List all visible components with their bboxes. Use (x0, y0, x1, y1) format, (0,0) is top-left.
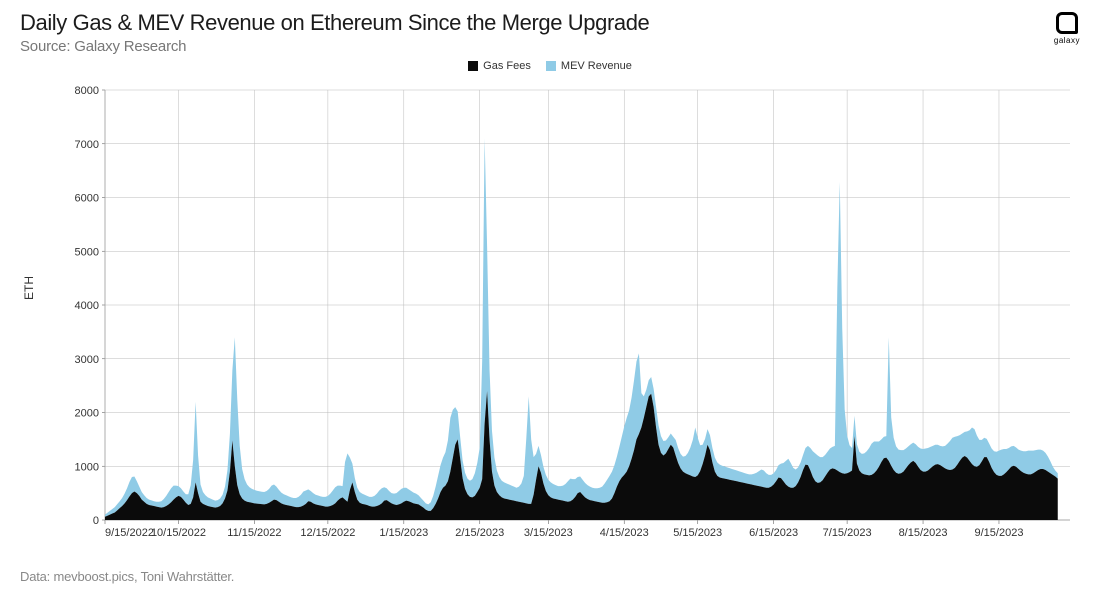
chart-plot-area: 0 1000 2000 3000 4000 5000 6000 7000 8000 9/15/20… (55, 80, 1080, 550)
legend: Gas Fees MEV Revenue (0, 60, 1100, 74)
legend-swatch-mev (546, 61, 556, 71)
svg-text:9/15/2022: 9/15/2022 (105, 527, 154, 539)
legend-item-gas: Gas Fees (468, 60, 531, 72)
svg-text:1/15/2023: 1/15/2023 (379, 527, 428, 539)
svg-text:11/15/2022: 11/15/2022 (227, 527, 281, 539)
chart-title: Daily Gas & MEV Revenue on Ethereum Sinc… (20, 10, 649, 36)
svg-text:0: 0 (93, 515, 99, 527)
svg-text:7000: 7000 (75, 139, 99, 151)
chart-footer: Data: mevboost.pics, Toni Wahrstätter. (20, 569, 234, 584)
svg-text:6000: 6000 (75, 193, 99, 205)
y-axis-label: ETH (22, 276, 36, 300)
svg-text:8/15/2023: 8/15/2023 (899, 527, 948, 539)
svg-text:7/15/2023: 7/15/2023 (823, 527, 872, 539)
svg-text:9/15/2023: 9/15/2023 (975, 527, 1024, 539)
galaxy-logo-icon (1056, 12, 1078, 34)
chart-svg: 0 1000 2000 3000 4000 5000 6000 7000 8000 9/15/20… (55, 80, 1080, 550)
svg-text:10/15/2022: 10/15/2022 (151, 527, 206, 539)
svg-text:2/15/2023: 2/15/2023 (455, 527, 504, 539)
svg-text:3/15/2023: 3/15/2023 (524, 527, 573, 539)
svg-text:4000: 4000 (75, 300, 99, 312)
svg-text:12/15/2022: 12/15/2022 (300, 527, 355, 539)
svg-text:1000: 1000 (75, 461, 99, 473)
galaxy-logo: galaxy (1054, 12, 1080, 45)
svg-text:4/15/2023: 4/15/2023 (600, 527, 649, 539)
chart-container: Daily Gas & MEV Revenue on Ethereum Sinc… (0, 0, 1100, 592)
svg-text:8000: 8000 (75, 85, 99, 97)
legend-label-mev: MEV Revenue (561, 60, 632, 72)
svg-text:3000: 3000 (75, 354, 99, 366)
legend-label-gas: Gas Fees (483, 60, 531, 72)
legend-swatch-gas (468, 61, 478, 71)
galaxy-logo-text: galaxy (1054, 36, 1080, 45)
svg-text:2000: 2000 (75, 408, 99, 420)
svg-text:5/15/2023: 5/15/2023 (673, 527, 722, 539)
svg-text:5000: 5000 (75, 246, 99, 258)
chart-subtitle: Source: Galaxy Research (20, 38, 186, 55)
legend-item-mev: MEV Revenue (546, 60, 632, 72)
svg-text:6/15/2023: 6/15/2023 (749, 527, 798, 539)
